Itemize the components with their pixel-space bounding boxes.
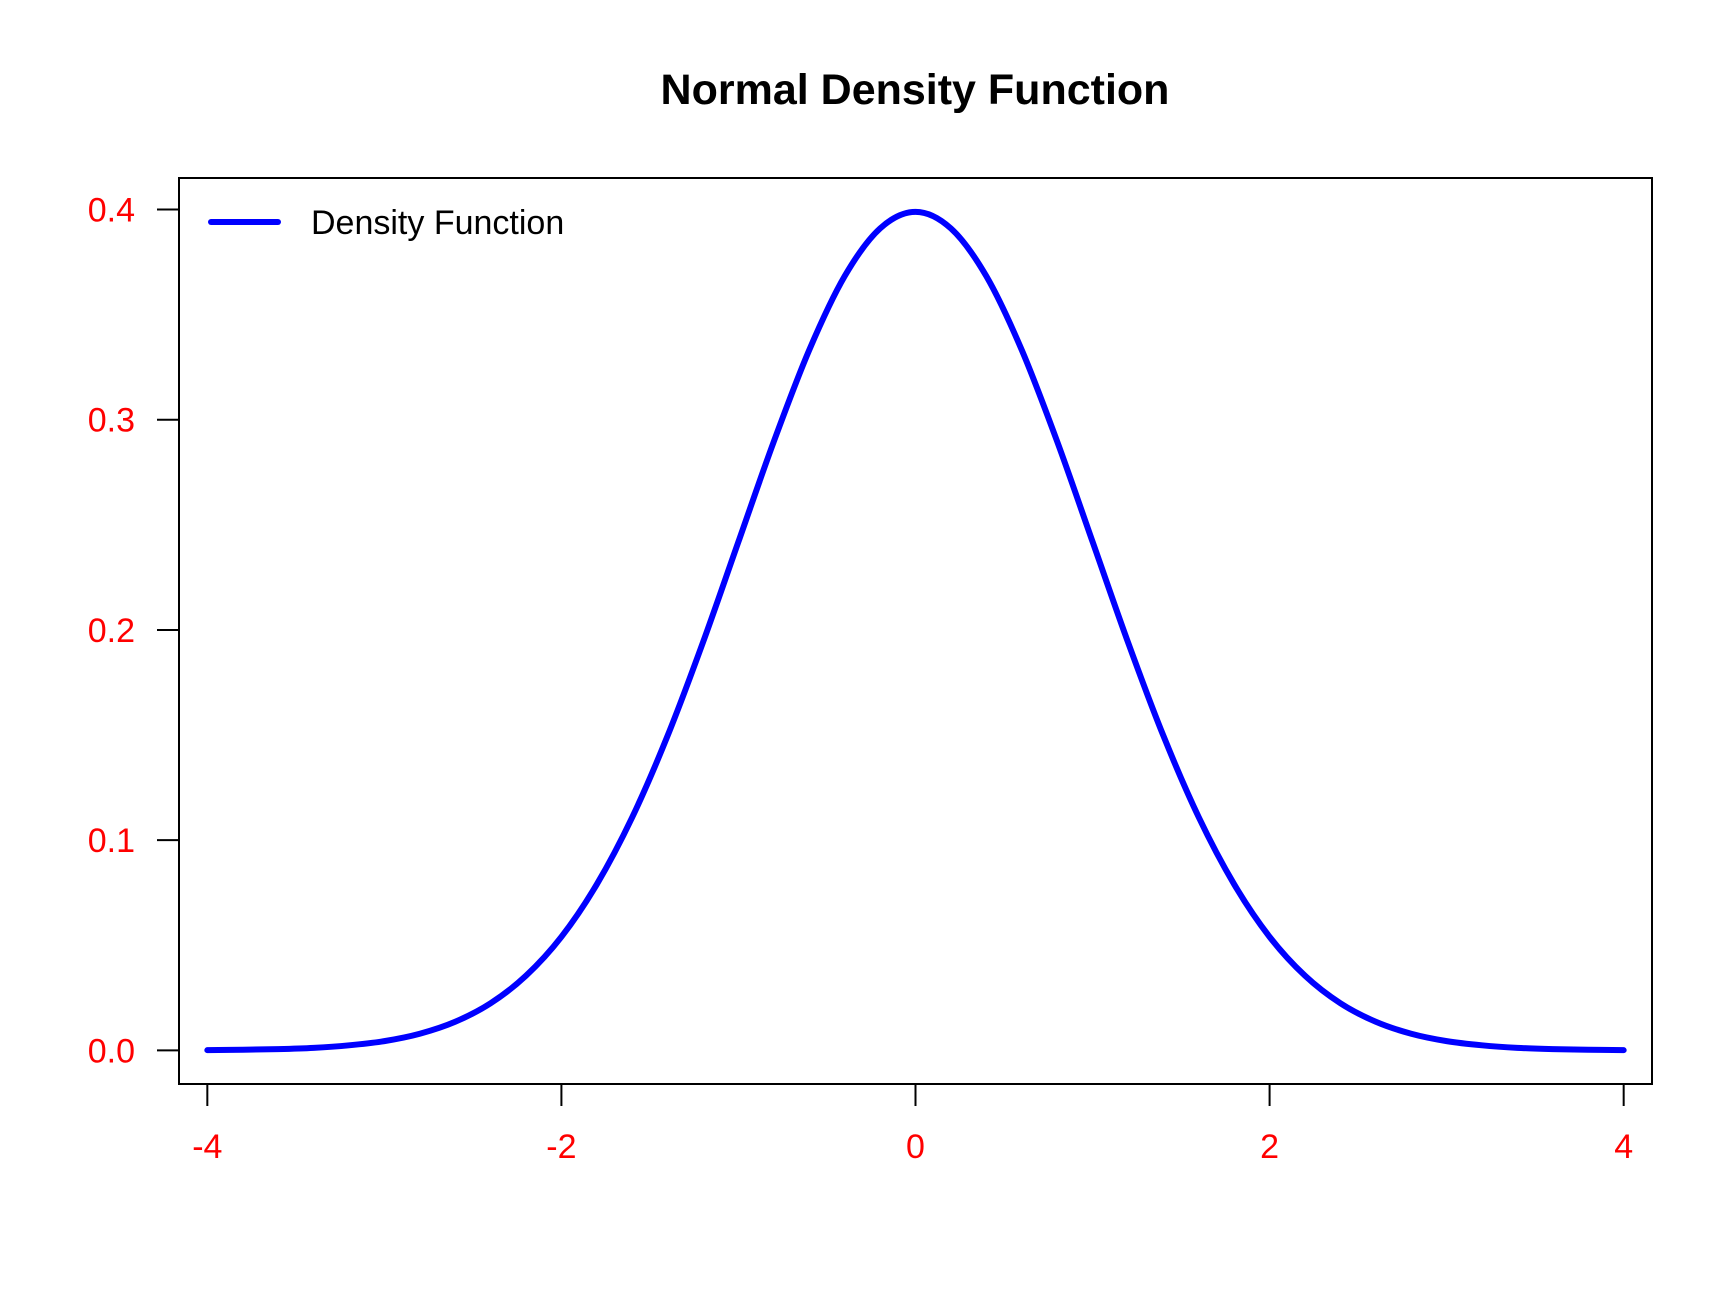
legend: Density Function <box>208 204 564 242</box>
x-axis: -4 -2 0 2 4 <box>192 1084 1633 1166</box>
x-tick-label: 4 <box>1614 1128 1633 1166</box>
x-tick-label: 0 <box>906 1128 925 1166</box>
chart-title: Normal Density Function <box>661 66 1170 114</box>
y-tick-label: 0.3 <box>88 402 135 440</box>
y-tick-label: 0.2 <box>88 612 135 650</box>
legend-label: Density Function <box>311 204 564 242</box>
series-group <box>204 208 1627 1054</box>
plot-area <box>178 177 1653 1085</box>
y-tick-label: 0.0 <box>88 1032 135 1070</box>
y-tick-label: 0.4 <box>88 192 135 230</box>
y-axis: 0.0 0.1 0.2 0.3 0.4 <box>88 192 179 1070</box>
x-tick-label: -4 <box>192 1128 222 1166</box>
series-line-density-function <box>204 208 1627 1054</box>
x-tick-label: -2 <box>546 1128 576 1166</box>
y-tick-label: 0.1 <box>88 822 135 860</box>
plot-frame <box>178 177 1653 1085</box>
x-tick-label: 2 <box>1260 1128 1279 1166</box>
